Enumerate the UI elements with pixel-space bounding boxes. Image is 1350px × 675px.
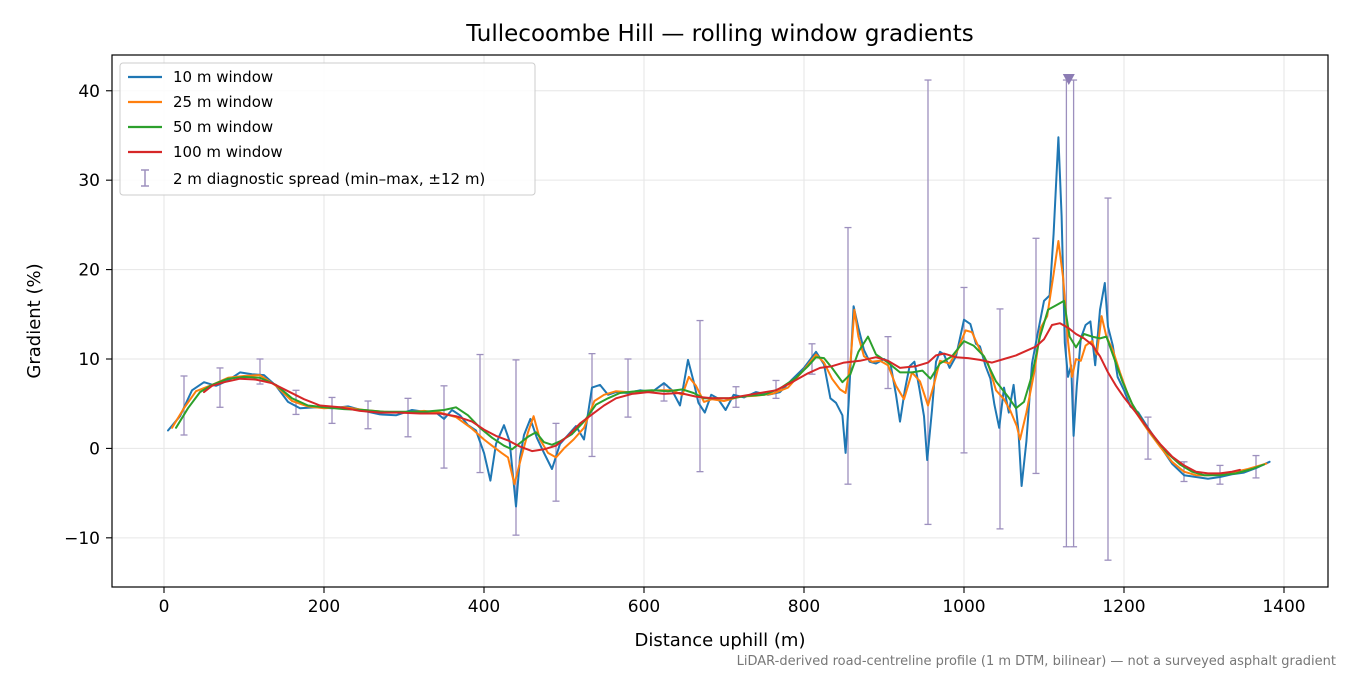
y-tick-label: 30 bbox=[78, 171, 100, 191]
series-line-4 bbox=[203, 322, 1241, 475]
y-tick-label: −10 bbox=[64, 529, 100, 549]
error-bar bbox=[216, 367, 224, 408]
y-tick-label: 40 bbox=[78, 82, 100, 102]
x-tick-label: 0 bbox=[159, 597, 170, 617]
error-bar bbox=[844, 226, 852, 485]
x-tick-label: 200 bbox=[308, 597, 340, 617]
x-tick-label: 1400 bbox=[1262, 597, 1305, 617]
x-tick-label: 800 bbox=[788, 597, 820, 617]
chart-title: Tullecoombe Hill — rolling window gradie… bbox=[465, 21, 974, 47]
peak-marker-triangle bbox=[1062, 74, 1075, 86]
legend: 10 m window 25 m window 50 m window 100 … bbox=[119, 62, 536, 196]
x-tick-label: 1200 bbox=[1102, 597, 1145, 617]
error-bar bbox=[1104, 197, 1112, 561]
legend-label-25m: 25 m window bbox=[173, 93, 273, 111]
peak-markers bbox=[1062, 74, 1075, 86]
footnote: LiDAR-derived road-centreline profile (1… bbox=[737, 654, 1336, 669]
legend-label-50m: 50 m window bbox=[173, 118, 273, 136]
series-line-1 bbox=[167, 136, 1271, 508]
x-tick-label: 400 bbox=[468, 597, 500, 617]
y-tick-label: 0 bbox=[89, 439, 100, 459]
error-bar bbox=[960, 286, 968, 454]
error-bar bbox=[440, 385, 448, 469]
error-bar bbox=[552, 422, 560, 502]
series-line-3 bbox=[175, 299, 1265, 477]
error-bar bbox=[328, 396, 336, 425]
y-axis-ticks: −10 0 10 20 30 40 bbox=[64, 82, 112, 549]
error-bar bbox=[1144, 416, 1152, 460]
plot-frame bbox=[111, 54, 1329, 588]
error-bar bbox=[476, 353, 484, 474]
legend-label-100m: 100 m window bbox=[173, 143, 283, 161]
x-tick-label: 600 bbox=[628, 597, 660, 617]
legend-box bbox=[119, 62, 536, 196]
error-bar bbox=[624, 358, 632, 418]
series-lines bbox=[167, 136, 1271, 508]
x-tick-label: 1000 bbox=[942, 597, 985, 617]
x-axis-label: Distance uphill (m) bbox=[635, 630, 806, 651]
legend-swatch-errorbar bbox=[141, 169, 149, 187]
plot-area bbox=[167, 74, 1271, 561]
x-axis-ticks: 0 200 400 600 800 1000 1200 1400 bbox=[159, 587, 1306, 617]
error-bar bbox=[404, 397, 412, 438]
error-bar bbox=[364, 400, 372, 430]
series-line-2 bbox=[171, 240, 1268, 486]
y-tick-label: 20 bbox=[78, 261, 100, 281]
legend-label-errorbar: 2 m diagnostic spread (min–max, ±12 m) bbox=[173, 170, 485, 188]
legend-label-10m: 10 m window bbox=[173, 68, 273, 86]
y-tick-label: 10 bbox=[78, 350, 100, 370]
y-axis-label: Gradient (%) bbox=[24, 263, 45, 378]
